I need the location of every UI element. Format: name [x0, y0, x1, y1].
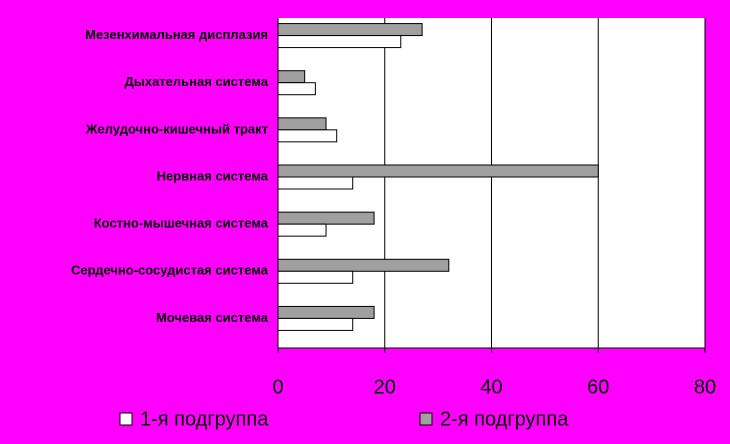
bar — [277, 129, 338, 143]
x-tick-label: 20 — [374, 376, 396, 398]
x-tick-label: 60 — [587, 376, 609, 398]
bar — [277, 23, 423, 37]
bar — [277, 35, 402, 49]
bar — [277, 258, 450, 272]
legend-label: 1-я подгруппа — [140, 408, 269, 430]
category-label: Сердечно-сосудистая система — [71, 263, 269, 278]
bar — [277, 211, 375, 225]
bar — [277, 117, 327, 131]
legend-swatch — [119, 412, 133, 426]
bar — [277, 176, 354, 190]
category-label: Желудочно-кишечный тракт — [85, 121, 268, 136]
category-label: Мезенхимальная дисплазия — [85, 27, 268, 42]
x-tick-label: 80 — [694, 376, 716, 398]
category-label: Мочевая система — [156, 310, 269, 325]
legend-swatch — [419, 412, 433, 426]
bar — [277, 317, 354, 331]
bar — [277, 270, 354, 284]
x-tick-label: 40 — [480, 376, 502, 398]
legend-label: 2-я подгруппа — [440, 408, 569, 430]
bar — [277, 305, 375, 319]
category-label: Дыхательная система — [124, 74, 268, 89]
x-tick-label: 0 — [272, 376, 283, 398]
bar — [277, 70, 306, 84]
category-label: Костно-мышечная система — [94, 216, 269, 231]
bar — [277, 164, 599, 178]
category-label: Нервная система — [157, 168, 269, 183]
bar — [277, 82, 316, 96]
bar — [277, 223, 327, 237]
